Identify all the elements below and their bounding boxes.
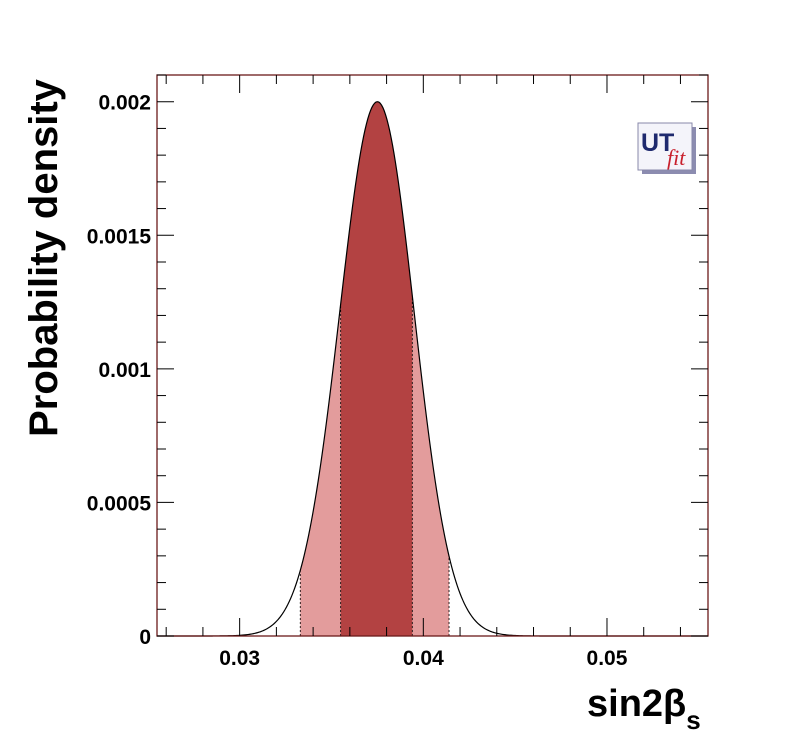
plot-frame [156, 74, 709, 637]
x-tick-label: 0.05 [587, 647, 628, 670]
y-tick-label: 0.001 [98, 359, 151, 382]
region-boundaries [299, 295, 450, 636]
y-tick-label: 0.002 [98, 92, 151, 115]
y-tick-label: 0.0015 [87, 225, 152, 248]
y-tick-label: 0 [139, 626, 151, 649]
logo-text-main: UT [641, 129, 674, 157]
x-axis-title: sin2βs [587, 683, 701, 735]
y-axis-title: Probability density [22, 78, 66, 437]
y-tick-label: 0.0005 [87, 492, 152, 515]
x-tick-labels: 0.03 0.04 0.05 [219, 647, 628, 670]
logo-text-sub: fit [667, 145, 686, 170]
x-axis-title-subscript: s [686, 705, 700, 735]
y-tick-labels: 0 0.0005 0.001 0.0015 0.002 [87, 92, 152, 649]
region-1 [340, 101, 413, 637]
x-axis-ticks [165, 75, 681, 636]
x-axis-title-main: sin2β [587, 683, 686, 725]
confidence-regions [300, 101, 450, 637]
utfit-logo: UT fit [637, 122, 696, 174]
x-tick-label: 0.04 [403, 647, 444, 670]
y-axis-ticks [157, 74, 708, 637]
x-tick-label: 0.03 [219, 647, 260, 670]
